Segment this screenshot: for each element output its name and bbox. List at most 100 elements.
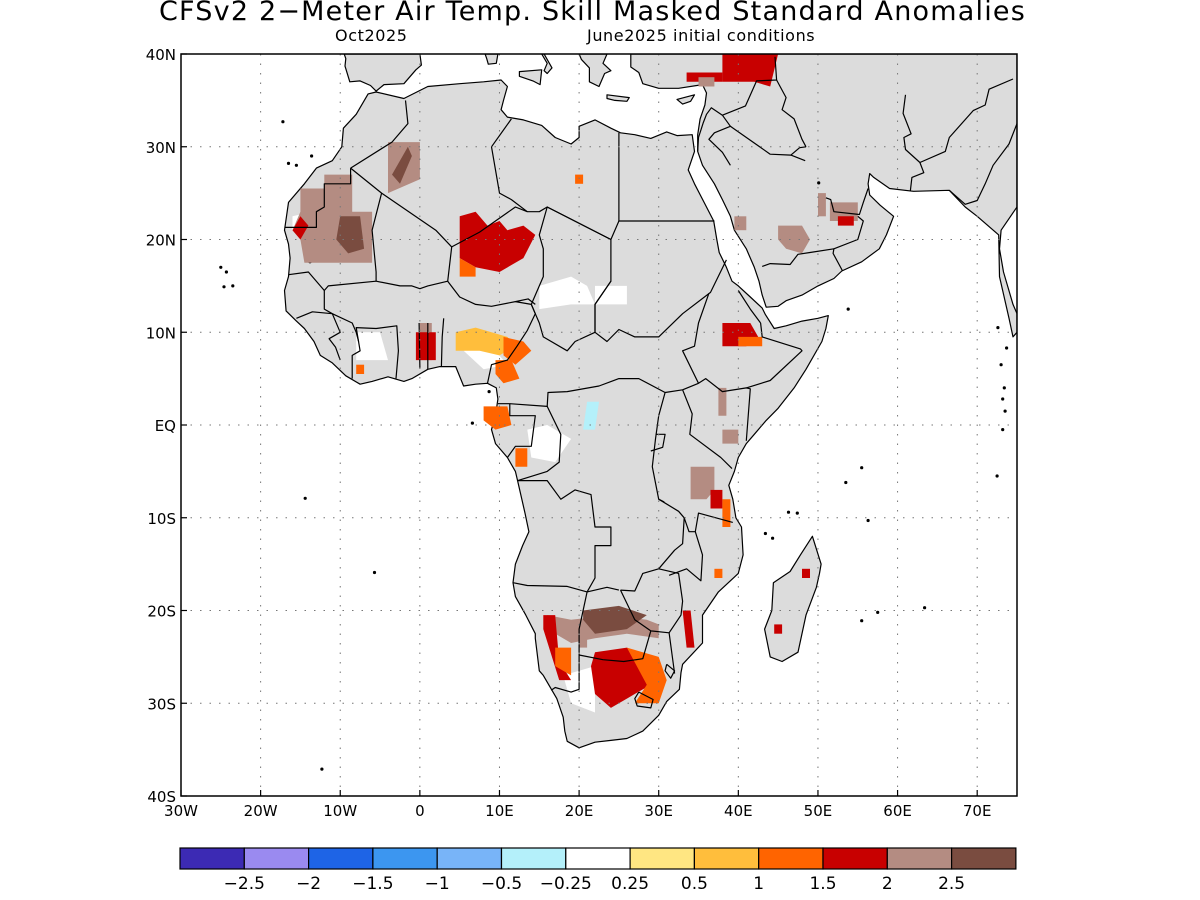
x-tick-label: 40E	[724, 802, 753, 820]
country-border	[634, 691, 654, 709]
colorbar-label: −0.25	[540, 874, 592, 894]
island	[303, 496, 307, 500]
colorbar-swatch	[500, 847, 567, 870]
y-tick-label: 30N	[146, 139, 176, 157]
colorbar-swatch	[758, 847, 824, 870]
country-border	[737, 290, 762, 324]
island	[996, 326, 1000, 330]
x-tick-label: 20W	[244, 802, 278, 820]
country-border	[668, 531, 704, 582]
country-border	[440, 318, 445, 367]
country-border	[578, 630, 652, 663]
colorbar-swatch	[693, 847, 760, 870]
anomaly-nigeria-east	[503, 336, 532, 365]
country-border	[418, 322, 421, 369]
y-tick-label: 20S	[147, 603, 176, 621]
greece-land	[578, 54, 612, 88]
colorbar-swatch	[308, 847, 374, 870]
country-border	[550, 591, 588, 693]
island	[860, 619, 864, 623]
island	[1002, 386, 1006, 390]
island	[771, 536, 775, 540]
anomaly-libya-dot	[575, 174, 584, 184]
anomaly-niger-yellow	[459, 258, 476, 277]
anomaly-ethiopia-yellow	[738, 336, 763, 347]
country-border	[296, 311, 341, 361]
country-border	[664, 663, 676, 679]
graticule	[181, 54, 1017, 796]
initial-conditions-label: June2025 initial conditions	[587, 26, 816, 45]
x-tick-label: 10W	[323, 802, 357, 820]
colorbar-label: 1	[753, 874, 764, 894]
island	[294, 163, 298, 167]
no-skill-patch	[595, 285, 627, 305]
africa-land	[283, 79, 829, 749]
island	[231, 284, 235, 288]
colorbar-label: −1	[425, 874, 450, 894]
country-borders	[284, 56, 1017, 709]
forecast-month: Oct2025	[335, 26, 408, 45]
island	[795, 511, 799, 515]
colorbar-swatch	[372, 847, 438, 870]
x-tick-label: 50E	[804, 802, 833, 820]
anomaly-turkey-east	[722, 54, 779, 87]
colorbar-swatch	[243, 847, 310, 870]
anomaly-tanzania-yellow	[722, 499, 731, 527]
island	[995, 474, 999, 478]
y-tick-label: 40N	[146, 46, 176, 64]
sri-lanka-land	[1055, 334, 1071, 369]
country-border	[284, 168, 352, 228]
anomaly-madagascar-dot	[802, 568, 810, 578]
anomaly-tanzania-orange	[710, 489, 723, 509]
x-tick-label: 60E	[883, 802, 912, 820]
country-border	[902, 94, 925, 192]
x-tick-label: 0	[415, 802, 425, 820]
anomaly-nigeria-north	[455, 327, 516, 356]
colorbar-swatch	[822, 847, 888, 870]
colorbar-label: 1.5	[809, 874, 836, 894]
island	[786, 510, 791, 514]
y-tick-label: 30S	[147, 695, 176, 713]
island	[846, 307, 850, 311]
country-border	[371, 192, 453, 290]
chart-title: CFSv2 2−Meter Air Temp. Skill Masked Sta…	[159, 0, 1026, 27]
country-border	[790, 154, 806, 162]
island	[487, 390, 491, 394]
colorbar-swatch	[179, 847, 245, 870]
crete-land	[606, 94, 630, 102]
no-skill-patch	[539, 276, 595, 310]
y-tick-label: EQ	[155, 417, 176, 435]
anomaly-ghana-togo-orange	[415, 332, 436, 361]
island	[1005, 346, 1009, 350]
country-border	[650, 433, 666, 452]
anomaly-namibia-yellow	[555, 647, 572, 676]
island	[844, 480, 848, 485]
anomaly-turkey-red	[698, 77, 715, 87]
island	[763, 531, 768, 536]
country-border	[517, 406, 562, 482]
country-border	[776, 79, 807, 148]
anomaly-niger	[459, 211, 536, 272]
colorbar: −2.5 −2 −1.5 −1 −0.5 −0.25 0.25 0.5 1 1.5 2 2.5	[179, 847, 1017, 894]
country-border	[665, 378, 751, 441]
island	[372, 570, 377, 575]
country-border	[948, 123, 1017, 205]
country-border	[530, 206, 612, 352]
colorbar-label: 2	[882, 874, 893, 894]
country-border	[323, 280, 377, 342]
island	[286, 161, 291, 165]
x-tick-label: 30E	[644, 802, 673, 820]
y-tick-label: 40S	[147, 788, 176, 806]
island	[1003, 409, 1007, 413]
anomaly-saudi-red-2	[778, 225, 810, 254]
anomaly-saudi-red-3	[818, 193, 826, 217]
island	[999, 363, 1003, 367]
anomaly-south-africa-yellow	[626, 647, 667, 704]
anomaly-congo-coast	[515, 448, 528, 467]
anomaly-uae-orange	[837, 216, 854, 226]
anomaly-cameroon-gabon	[483, 406, 512, 430]
anomaly-madagascar-dot-2	[774, 624, 783, 634]
cyprus-land	[676, 94, 696, 105]
no-skill-patch	[403, 443, 492, 481]
island	[1001, 428, 1005, 432]
